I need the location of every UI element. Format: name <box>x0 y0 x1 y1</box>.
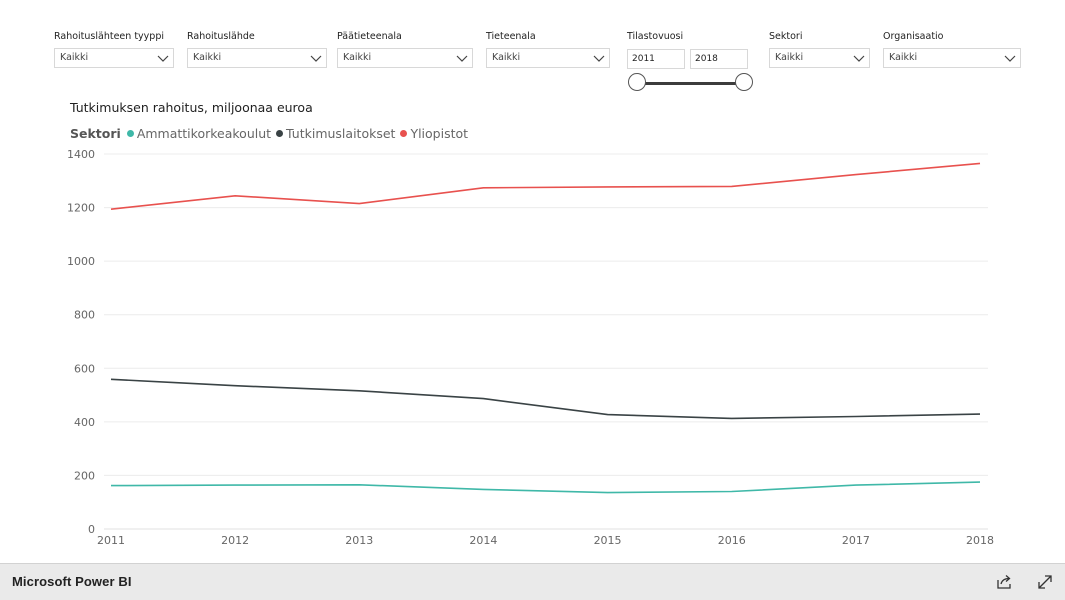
brand-label: Microsoft Power BI <box>12 574 132 589</box>
y-tick-label: 600 <box>74 362 95 375</box>
dropdown-value: Kaikki <box>193 52 222 63</box>
footer-bar: Microsoft Power BI <box>0 563 1065 600</box>
legend-label: Tutkimuslaitokset <box>286 126 396 141</box>
filter-label: Sektori <box>769 31 803 42</box>
filter-rahoituslahteen-tyyppi: Rahoituslähteen tyyppi Kaikki <box>54 30 174 68</box>
legend-dot <box>276 130 284 137</box>
y-tick-label: 400 <box>74 416 95 429</box>
year-from-input[interactable]: 2011 <box>627 49 685 69</box>
y-tick-label: 800 <box>74 309 95 322</box>
series-line <box>110 162 981 210</box>
legend-item[interactable]: Yliopistot <box>400 126 468 141</box>
dropdown-sektori[interactable]: Kaikki <box>769 48 870 68</box>
filter-organisaatio: Organisaatio Kaikki <box>883 30 1021 68</box>
legend-label: Ammattikorkeakoulut <box>136 126 272 141</box>
x-tick-label: 2011 <box>97 534 125 547</box>
share-icon[interactable] <box>995 573 1013 591</box>
dropdown-paatieteenala[interactable]: Kaikki <box>337 48 473 68</box>
series-line <box>110 481 981 494</box>
series-line <box>110 378 981 420</box>
year-slider-track[interactable] <box>637 82 744 85</box>
filter-label: Tilastovuosi <box>627 31 684 42</box>
x-tick-label: 2017 <box>842 534 870 547</box>
chevron-down-icon <box>456 55 468 62</box>
dropdown-tieteenala[interactable]: Kaikki <box>486 48 610 68</box>
legend-title: Sektori <box>70 126 121 141</box>
dropdown-value: Kaikki <box>343 52 372 63</box>
filter-tieteenala: Tieteenala Kaikki <box>486 30 610 68</box>
filter-sektori: Sektori Kaikki <box>769 30 870 68</box>
chart-title: Tutkimuksen rahoitus, miljoonaa euroa <box>70 100 313 115</box>
y-tick-label: 200 <box>74 469 95 482</box>
x-tick-label: 2018 <box>966 534 994 547</box>
x-tick-label: 2016 <box>718 534 746 547</box>
chevron-down-icon <box>593 55 605 62</box>
dropdown-rahoituslahde[interactable]: Kaikki <box>187 48 327 68</box>
x-tick-label: 2014 <box>469 534 497 547</box>
legend-item[interactable]: Ammattikorkeakoulut <box>126 126 272 141</box>
year-slider-handle-end[interactable] <box>735 73 753 91</box>
y-tick-label: 1000 <box>67 255 95 268</box>
filter-label: Päätieteenala <box>337 31 402 42</box>
filter-label: Tieteenala <box>486 31 536 42</box>
chevron-down-icon <box>157 55 169 62</box>
dropdown-value: Kaikki <box>889 52 918 63</box>
x-tick-label: 2013 <box>345 534 373 547</box>
y-tick-label: 0 <box>88 523 95 536</box>
dropdown-value: Kaikki <box>775 52 804 63</box>
dropdown-value: Kaikki <box>60 52 89 63</box>
chevron-down-icon <box>1004 55 1016 62</box>
line-chart: 0 200 400 600 800 1000 1200 1400 2011 2012 2013 201… <box>67 148 994 547</box>
dropdown-organisaatio[interactable]: Kaikki <box>883 48 1021 68</box>
dropdown-rahoituslahteen-tyyppi[interactable]: Kaikki <box>54 48 174 68</box>
filter-label: Rahoituslähde <box>187 31 255 42</box>
chevron-down-icon <box>853 55 865 62</box>
x-tick-label: 2012 <box>221 534 249 547</box>
filter-rahoituslahde: Rahoituslähde Kaikki <box>187 30 327 68</box>
legend-dot <box>126 130 134 137</box>
chevron-down-icon <box>310 55 322 62</box>
y-tick-label: 1200 <box>67 202 95 215</box>
fullscreen-icon[interactable] <box>1036 573 1054 591</box>
legend-label: Yliopistot <box>410 126 469 141</box>
dropdown-value: Kaikki <box>492 52 521 63</box>
filter-tilastovuosi: Tilastovuosi <box>627 30 757 48</box>
legend-dot <box>400 130 408 137</box>
filter-label: Rahoituslähteen tyyppi <box>54 31 164 42</box>
filter-label: Organisaatio <box>883 31 944 42</box>
legend-item[interactable]: Tutkimuslaitokset <box>276 126 395 141</box>
year-to-input[interactable]: 2018 <box>690 49 748 69</box>
year-slider-handle-start[interactable] <box>628 73 646 91</box>
chart-legend: Sektori Ammattikorkeakoulut Tutkimuslait… <box>70 126 473 141</box>
filter-paatieteenala: Päätieteenala Kaikki <box>337 30 473 68</box>
y-tick-label: 1400 <box>67 148 95 161</box>
x-tick-label: 2015 <box>594 534 622 547</box>
